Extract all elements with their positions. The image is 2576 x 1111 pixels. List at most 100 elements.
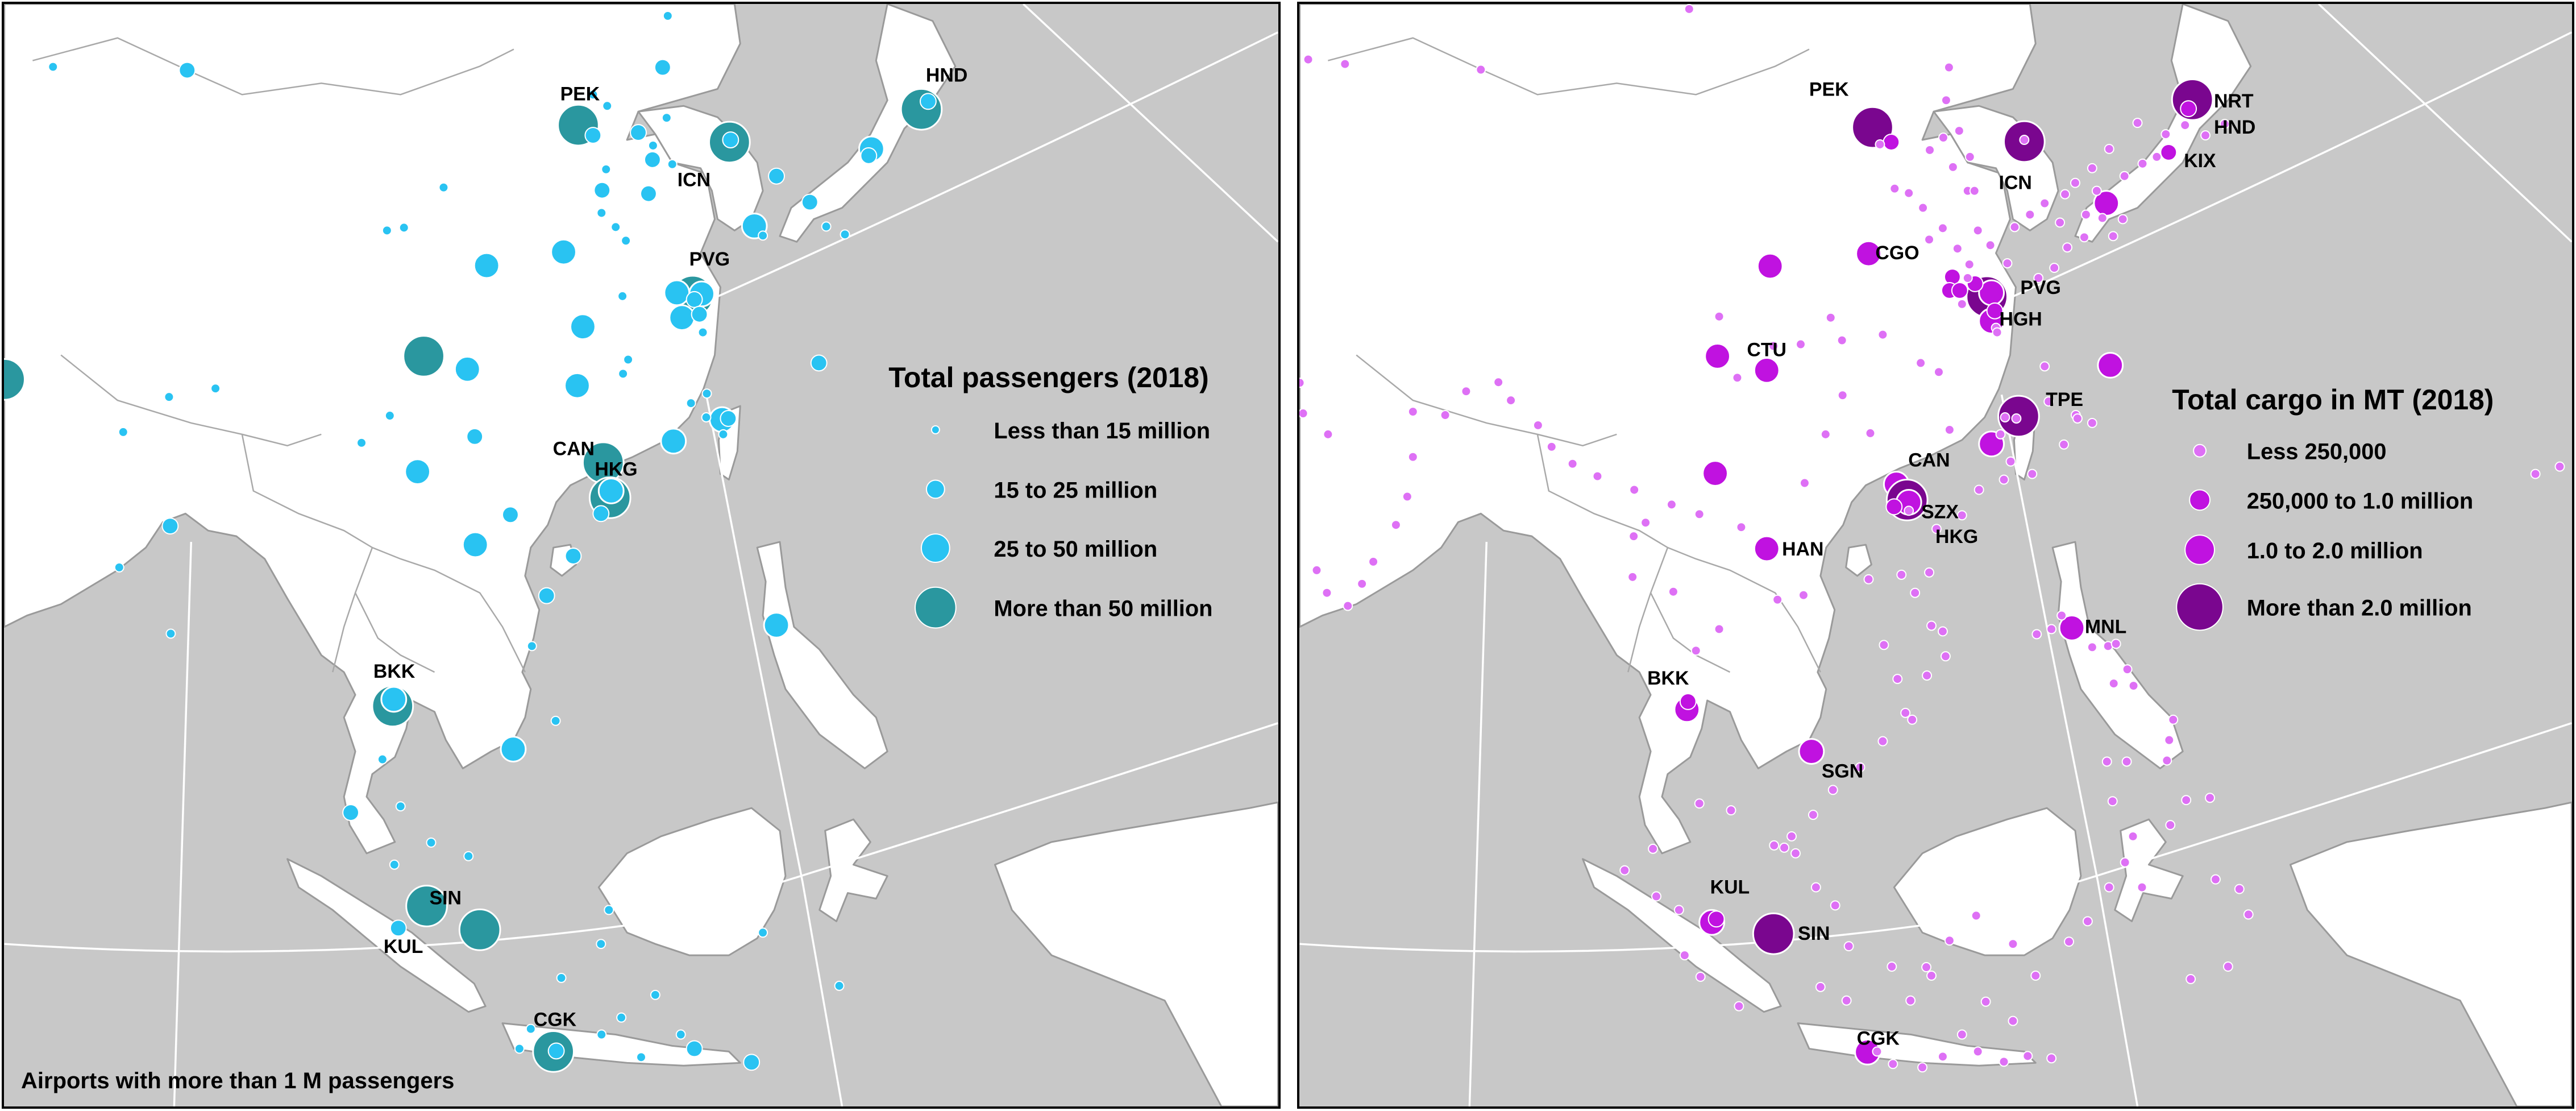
airport-dot: [2181, 795, 2192, 806]
airport-dot: [1694, 509, 1705, 520]
airport-dot: [722, 131, 739, 148]
label-sin: SIN: [430, 887, 462, 909]
airport-dot: [2070, 177, 2080, 188]
airport-dot: [1877, 329, 1888, 340]
airport-dot: [1357, 578, 1368, 589]
airport-dot: [604, 905, 614, 915]
label-hkg: HKG: [595, 459, 637, 480]
airport-dot: [1926, 620, 1937, 631]
legend-symbol-tier2: [925, 479, 945, 499]
label-nrt: NRT: [2214, 90, 2254, 112]
airport-dot: [1619, 865, 1630, 876]
passengers-legend: Total passengers (2018) Less than 15 mil…: [888, 362, 1213, 629]
airport-dot: [2087, 417, 2097, 428]
passengers-map: PEK HND ICN PVG CAN HKG BKK SIN KUL CGK …: [4, 4, 1278, 1106]
airport-dot: [2030, 970, 2041, 981]
airport-dot: [584, 127, 602, 144]
airport-dot: [2200, 130, 2211, 141]
airport-dot: [1980, 996, 1991, 1007]
label-can: CAN: [553, 438, 595, 460]
airport-dot: [1732, 372, 1743, 383]
airport-dot: [2082, 916, 2093, 927]
airport-dot: [2104, 882, 2114, 893]
airport-dot: [1887, 961, 1897, 972]
label-cgo: CGO: [1875, 242, 1919, 264]
airport-dot: [2009, 222, 2020, 233]
airport-dot: [1944, 935, 1955, 946]
airport-dot: [768, 167, 785, 185]
passengers-legend-item-1: Less than 15 million: [994, 418, 1210, 443]
label-icn: ICN: [678, 169, 711, 191]
airport-dot: [1855, 240, 1882, 267]
label-can: CAN: [1908, 450, 1950, 471]
airport-dot: [593, 181, 611, 199]
airport-dot: [1714, 624, 1725, 635]
airport-dot: [2091, 185, 2102, 196]
airport-dot: [1986, 302, 2004, 320]
airport-dot: [1837, 390, 1848, 401]
passengers-map-panel: PEK HND ICN PVG CAN HKG BKK SIN KUL CGK …: [2, 2, 1281, 1109]
airport-dot: [1799, 478, 1810, 488]
airport-dot: [1922, 670, 1933, 681]
airport-dot: [1907, 714, 1918, 725]
sulawesi: [818, 818, 888, 922]
airport-dot: [377, 754, 388, 765]
airport-dot: [2122, 664, 2133, 675]
airport-dot: [1951, 281, 1968, 299]
airport-dot: [178, 61, 196, 79]
airport-dot: [1972, 1046, 1983, 1057]
label-kul: KUL: [1710, 877, 1750, 898]
airport-dot: [661, 113, 672, 123]
airport-dot: [462, 531, 489, 558]
airport-dot: [701, 388, 712, 399]
airport-dot: [2087, 163, 2097, 173]
label-kul: KUL: [384, 936, 423, 957]
label-kix: KIX: [2184, 150, 2216, 172]
airport-dot: [1937, 223, 1948, 234]
graticule: [4, 4, 1278, 1106]
airport-dot: [1875, 139, 1885, 150]
airport-dot: [2205, 793, 2215, 803]
airport-dot: [1768, 341, 1779, 351]
airport-dot: [1690, 645, 1701, 656]
airport-dot: [1940, 651, 1951, 662]
map-base: [4, 4, 1278, 1106]
borneo: [1893, 807, 2082, 956]
country-borders: [32, 37, 526, 673]
label-ctu: CTU: [1747, 339, 1786, 360]
airport-dot: [1368, 556, 1379, 567]
airport-dot: [1921, 962, 1932, 972]
cargo-map: PEK NRT HND KIX ICN CGO PVG HGH CTU TPE …: [1299, 4, 2572, 1106]
airport-dot: [2022, 1051, 2033, 1062]
airport-dot: [1944, 424, 1955, 435]
airport-dot: [588, 89, 599, 100]
airport-dot: [2059, 439, 2070, 450]
airport-dot: [2110, 639, 2121, 649]
airport-dot: [2064, 936, 2074, 947]
airport-dot: [1827, 785, 1838, 795]
airport-dot: [2039, 361, 2050, 372]
airport-dot: [1790, 848, 1801, 859]
label-sin: SIN: [1798, 923, 1830, 944]
airport-dot: [2097, 351, 2124, 379]
cargo-legend-item-3: 1.0 to 2.0 million: [2247, 538, 2423, 563]
label-cgk: CGK: [1857, 1027, 1900, 1049]
airport-dot: [1567, 458, 1578, 469]
airport-dot: [647, 140, 658, 151]
airport-dot: [2243, 909, 2254, 920]
airport-dot: [1684, 4, 1694, 14]
airport-dot: [1947, 161, 1958, 172]
airport-dot: [720, 410, 737, 427]
airport-dot: [1972, 225, 1983, 236]
airport-dot: [1628, 531, 1639, 542]
airport-dot: [1753, 535, 1780, 562]
airport-dot: [556, 972, 567, 983]
airport-dot: [1956, 510, 1967, 521]
airport-dot: [4, 358, 26, 401]
airport-dot: [618, 368, 629, 379]
label-tpe: TPE: [2046, 389, 2083, 411]
airport-dot: [1943, 62, 1954, 73]
airport-dot: [405, 885, 448, 927]
label-hnd: HND: [926, 64, 967, 86]
airport-dot: [114, 562, 124, 573]
